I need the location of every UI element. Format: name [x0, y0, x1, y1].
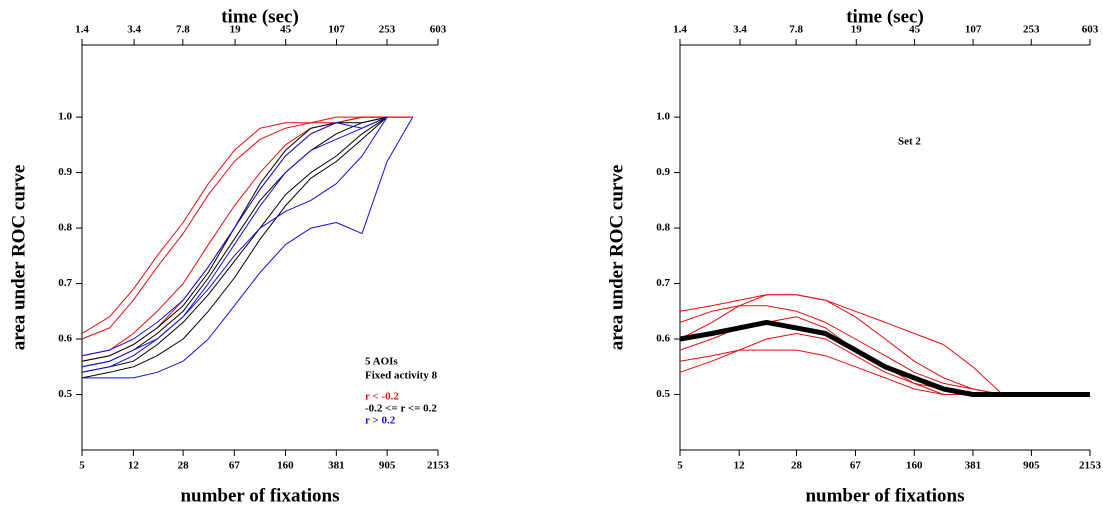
x2-tick-label: 3.4 [127, 24, 141, 36]
y-tick-label: 1.0 [656, 111, 670, 123]
legend-entry: r > 0.2 [365, 415, 396, 427]
x2-tick-label: 253 [1023, 24, 1040, 36]
x-tick-label: 12 [734, 460, 746, 472]
series-line [679, 294, 1090, 395]
x2-tick-label: 603 [430, 24, 447, 36]
x-tick-label: 2153 [427, 460, 450, 472]
x2-tick-label: 1.4 [75, 24, 89, 36]
x2-tick-label: 107 [965, 24, 982, 36]
annotation: Set 2 [898, 136, 921, 148]
x2-tick-label: 45 [909, 24, 921, 36]
x2-axis-title: time (sec) [846, 6, 924, 27]
x-tick-label: 28 [791, 460, 803, 472]
x-tick-label: 905 [379, 460, 396, 472]
legend-entry: -0.2 <= r <= 0.2 [365, 403, 437, 415]
y-tick-label: 0.6 [656, 333, 670, 345]
x-tick-label: 2153 [1079, 460, 1102, 472]
annotation: Fixed activity 8 [365, 370, 438, 382]
y-axis-title: area under ROC curve [606, 165, 627, 351]
y-tick-label: 0.5 [58, 388, 72, 400]
x-tick-label: 12 [128, 460, 140, 472]
x-tick-label: 381 [328, 460, 345, 472]
x2-tick-label: 3.4 [733, 24, 747, 36]
legend-entry: r < -0.2 [365, 391, 399, 403]
y-tick-label: 0.7 [656, 277, 670, 289]
y-tick-label: 0.8 [656, 222, 670, 234]
series-line [81, 116, 388, 368]
series-line [81, 116, 413, 357]
x2-tick-label: 107 [328, 24, 345, 36]
annotation: 5 AOIs [365, 356, 398, 368]
x-tick-label: 67 [850, 460, 862, 472]
series-line [679, 319, 1090, 397]
x2-tick-label: 19 [230, 24, 242, 36]
chart: 5 12 28 67 160 381 905 2153 1.4 3.4 7.8 19 45 107 253 6… [606, 6, 1101, 506]
y-tick-label: 0.5 [656, 388, 670, 400]
chart: 5 12 28 67 160 381 905 2153 1.4 3.4 7.8 19 45 107 253 6… [8, 6, 449, 506]
y-tick-label: 0.6 [58, 333, 72, 345]
x-tick-label: 160 [277, 460, 294, 472]
series-line [81, 116, 388, 373]
series-line [82, 116, 414, 379]
series-line [81, 116, 413, 340]
x-tick-label: 905 [1023, 460, 1040, 472]
x-tick-label: 67 [229, 460, 241, 472]
y-tick-label: 0.9 [656, 166, 670, 178]
x-tick-label: 5 [677, 460, 683, 472]
x-tick-label: 160 [906, 460, 923, 472]
series-line [81, 116, 388, 379]
x2-tick-label: 45 [280, 24, 292, 36]
x2-tick-label: 253 [379, 24, 396, 36]
y-tick-label: 0.8 [58, 222, 72, 234]
x-axis-title: number of fixations [805, 485, 964, 506]
series-line [679, 294, 1090, 395]
series-line [81, 116, 388, 373]
x-tick-label: 381 [965, 460, 982, 472]
series-line [81, 116, 388, 357]
x-axis-title: number of fixations [180, 485, 339, 506]
x2-tick-label: 7.8 [176, 24, 190, 36]
y-tick-label: 0.9 [58, 166, 72, 178]
x2-tick-label: 19 [851, 24, 863, 36]
x2-tick-label: 1.4 [673, 24, 687, 36]
y-tick-label: 0.7 [58, 277, 72, 289]
x2-tick-label: 7.8 [789, 24, 803, 36]
x2-tick-label: 603 [1082, 24, 1099, 36]
x-tick-label: 5 [79, 460, 85, 472]
y-axis-title: area under ROC curve [8, 165, 29, 351]
x-tick-label: 28 [178, 460, 190, 472]
x2-axis-title: time (sec) [221, 6, 299, 27]
y-tick-label: 1.0 [58, 111, 72, 123]
series-line [81, 116, 388, 368]
